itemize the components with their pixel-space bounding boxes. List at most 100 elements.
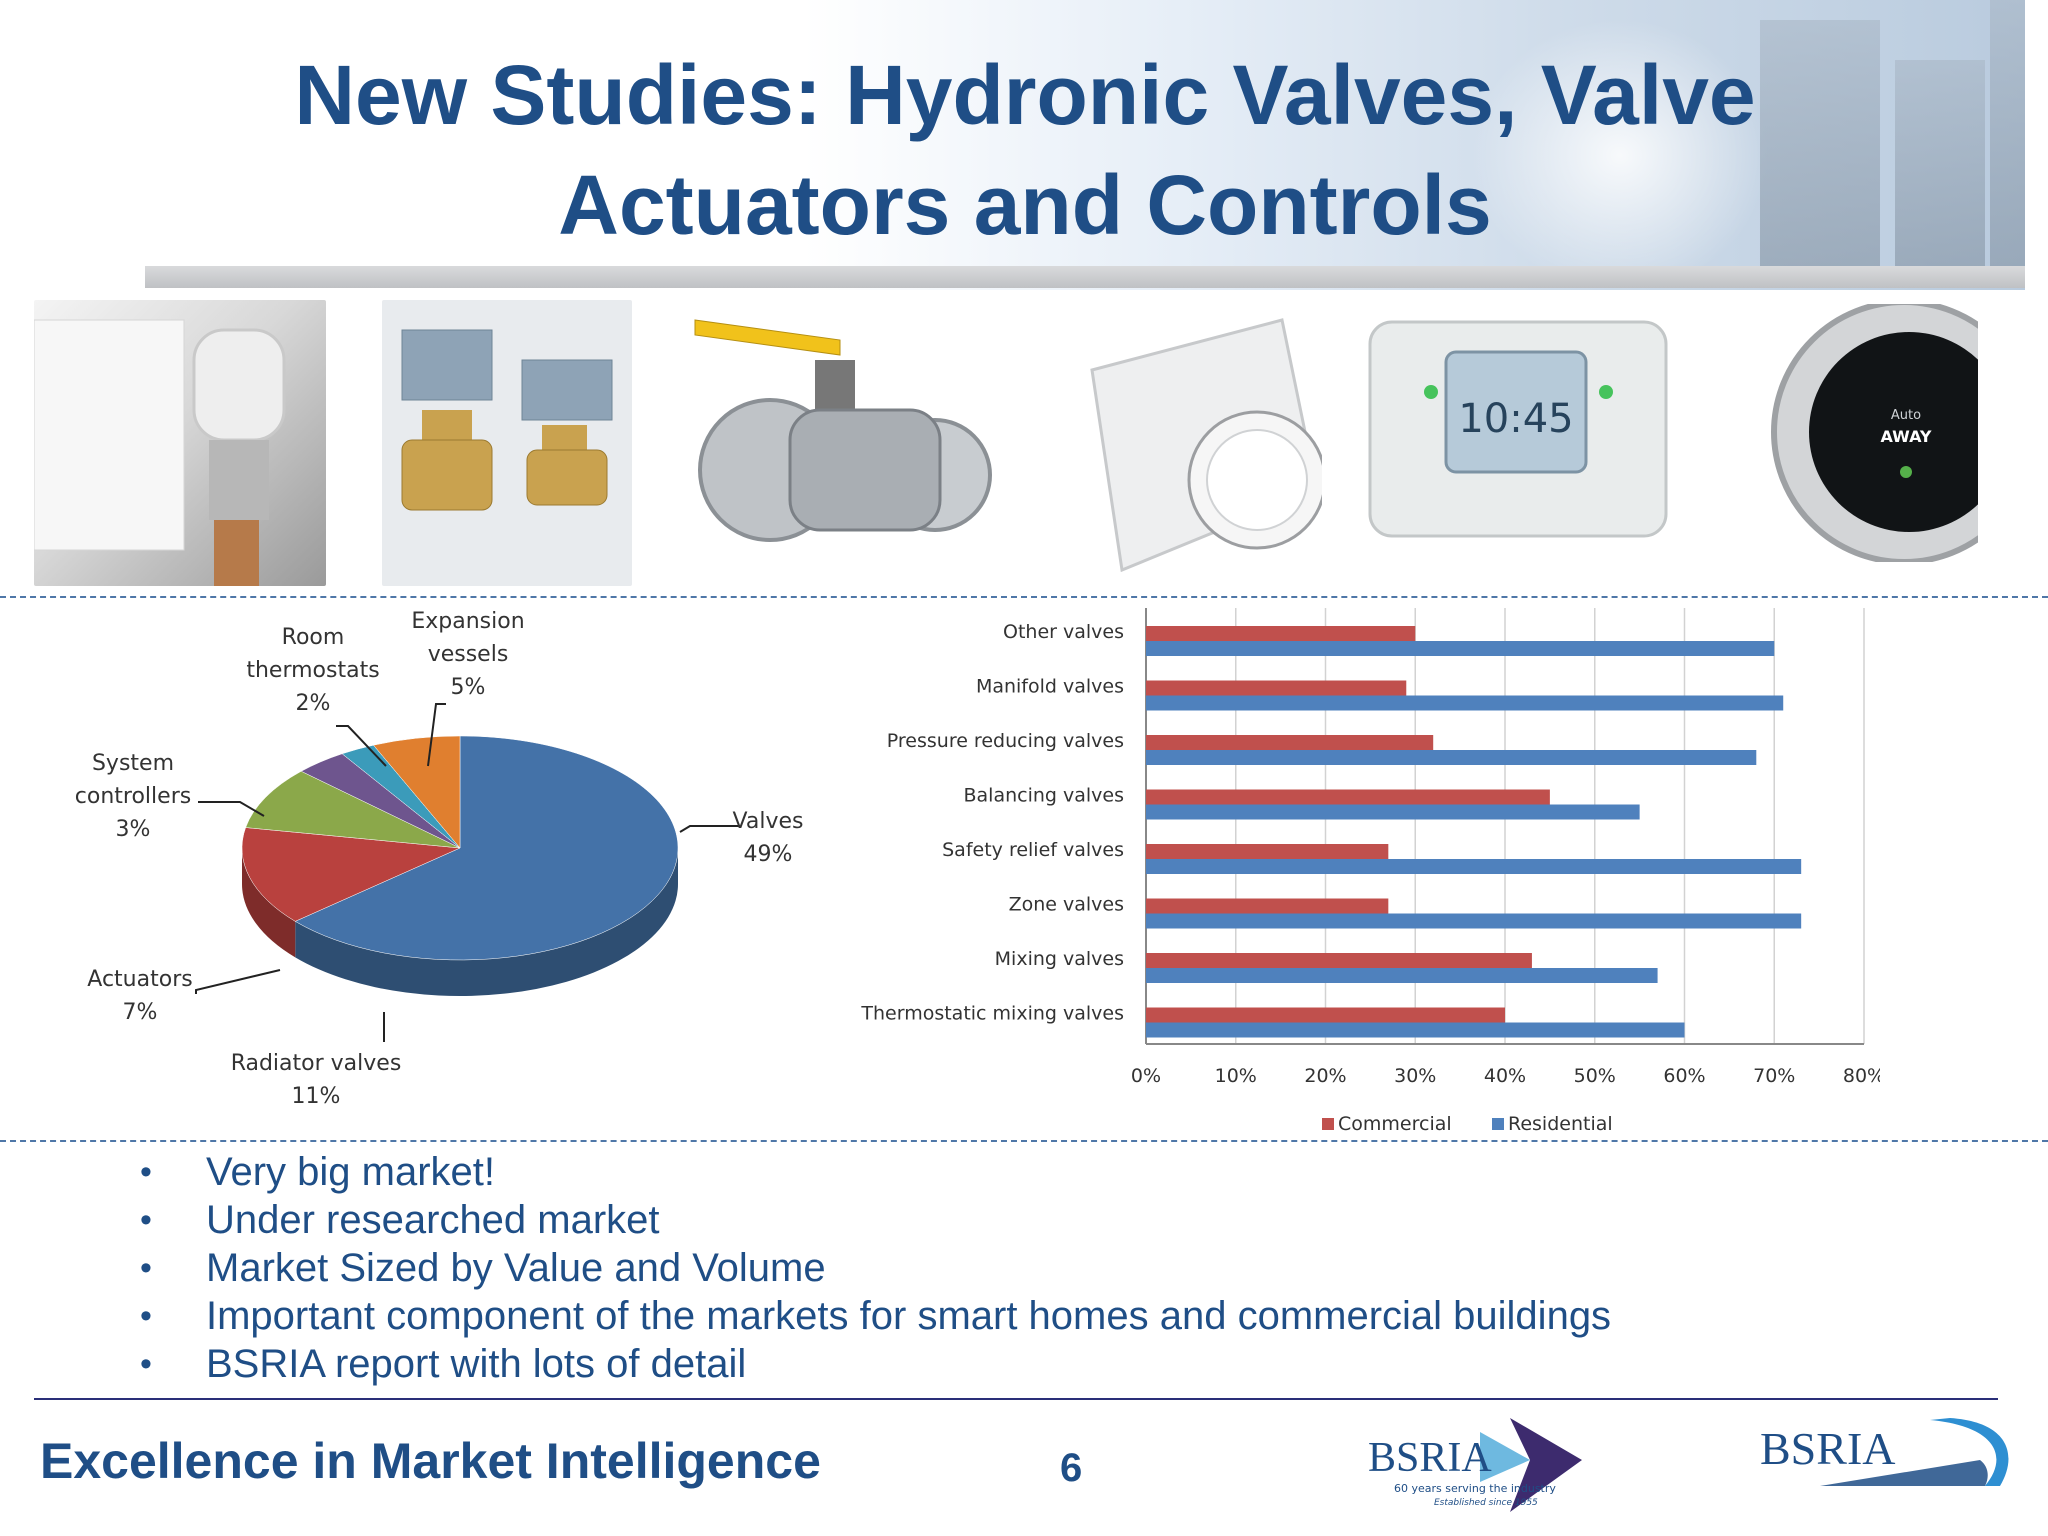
bar-residential-mixing-valves xyxy=(1146,968,1658,983)
bullet-item: Under researched market xyxy=(130,1196,1611,1244)
smart-thermostat-mode: Auto xyxy=(1891,408,1921,423)
valve-actuators-photo xyxy=(382,300,632,586)
logo-tagline: 60 years serving the industry xyxy=(1394,1482,1556,1495)
pie-leader-line xyxy=(198,801,265,817)
header-divider-bar xyxy=(145,266,2025,288)
logo-wordmark: BSRIA xyxy=(1760,1423,1896,1474)
actuator-icon xyxy=(401,329,613,511)
pie-slice-label: Actuators xyxy=(87,967,192,992)
pie-slice-label: controllers xyxy=(75,784,191,809)
section-divider-bottom xyxy=(0,1140,2048,1142)
pie-value-label: 49% xyxy=(744,842,793,867)
bar-commercial-other-valves xyxy=(1146,626,1416,641)
pie-slice-radiator-valves xyxy=(241,827,461,922)
smart-thermostat-photo: Auto AWAY xyxy=(1734,299,2037,565)
legend-swatch-commercial xyxy=(1322,1118,1334,1130)
bar-commercial-zone-valves xyxy=(1146,898,1389,914)
pie-leader-line xyxy=(195,969,281,994)
bar-residential-pressure-reducing-valves xyxy=(1146,750,1757,765)
pie-slice-label: Expansion xyxy=(411,609,524,634)
x-tick-label: 80% xyxy=(1843,1065,1880,1087)
pie-slice-side xyxy=(295,848,678,996)
radiator-valve-icon xyxy=(33,319,286,586)
bar-commercial-mixing-valves xyxy=(1146,953,1532,968)
bullet-item: BSRIA report with lots of detail xyxy=(130,1340,1611,1388)
legend-swatch-residential xyxy=(1492,1118,1504,1130)
smart-thermostat-state: AWAY xyxy=(1880,427,1931,446)
bar-residential-safety-relief-valves xyxy=(1146,859,1802,874)
pie-slice-label: vessels xyxy=(428,642,509,667)
x-tick-label: 60% xyxy=(1663,1065,1705,1087)
footer-rule xyxy=(34,1398,1998,1400)
footer-tagline: Excellence in Market Intelligence xyxy=(40,1433,821,1489)
pie-leader-line xyxy=(679,825,740,833)
pie-slice-actuators xyxy=(245,770,461,849)
pie-slice-label: thermostats xyxy=(246,658,379,683)
logo-established: Established since 1955 xyxy=(1434,1498,1538,1508)
logo-wordmark: BSRIA xyxy=(1368,1435,1492,1481)
header-cloud-decoration xyxy=(1470,18,1770,268)
bar-residential-thermostatic-mixing-valves xyxy=(1146,1022,1685,1038)
category-label: Mixing valves xyxy=(995,948,1124,970)
bar-residential-other-valves xyxy=(1146,641,1775,656)
bullet-item: Market Sized by Value and Volume xyxy=(130,1244,1611,1292)
page-number: 6 xyxy=(1060,1446,1083,1490)
ball-valve-icon xyxy=(694,319,992,542)
bar-commercial-manifold-valves xyxy=(1146,680,1407,696)
category-label: Balancing valves xyxy=(963,785,1124,807)
bar-residential-balancing-valves xyxy=(1146,804,1640,820)
bsria-anniversary-logo: BSRIA 60 years serving the industry Esta… xyxy=(1360,1412,1590,1522)
pie-slice-label: System xyxy=(92,751,174,776)
skyscraper-decoration xyxy=(1990,0,2025,270)
pie-value-label: 5% xyxy=(451,675,486,700)
bullet-item: Important component of the markets for s… xyxy=(130,1292,1611,1340)
category-label: Manifold valves xyxy=(976,676,1124,698)
x-tick-label: 30% xyxy=(1394,1065,1436,1087)
ball-valve-photo xyxy=(690,300,1000,586)
bullet-list: Very big market! Under researched market… xyxy=(130,1148,1611,1388)
slide-title-line2: Actuators and Controls xyxy=(558,158,1492,252)
legend-label-commercial: Commercial xyxy=(1338,1113,1452,1135)
bar-commercial-pressure-reducing-valves xyxy=(1146,735,1434,750)
pie-value-label: 2% xyxy=(296,691,331,716)
category-label: Thermostatic mixing valves xyxy=(860,1003,1124,1025)
pie-value-label: 3% xyxy=(116,817,151,842)
x-tick-label: 40% xyxy=(1484,1065,1526,1087)
pie-slice-label: Valves xyxy=(733,809,804,834)
bar-chart: Other valves Manifold valves Pressure redu… xyxy=(860,608,1880,1135)
dial-thermostat-icon xyxy=(1090,318,1327,573)
pie-slice-label: Radiator valves xyxy=(231,1051,402,1076)
programmer-photo: 10:45 xyxy=(1366,312,1670,546)
bsria-logo: BSRIA xyxy=(1760,1416,2010,1491)
slide-title: New Studies: Hydronic Valves, Valve Actu… xyxy=(150,40,1900,260)
category-label: Other valves xyxy=(1003,621,1124,643)
pie-leader-line xyxy=(336,725,387,767)
skyscraper-decoration xyxy=(1895,60,1985,270)
pie-slice-valves xyxy=(294,735,679,961)
category-label: Zone valves xyxy=(1009,894,1124,916)
category-label: Pressure reducing valves xyxy=(887,730,1124,752)
radiator-valve-photo xyxy=(33,300,326,586)
x-tick-label: 50% xyxy=(1574,1065,1616,1087)
x-tick-label: 20% xyxy=(1304,1065,1346,1087)
smart-thermostat-icon: Auto AWAY xyxy=(1771,299,2037,565)
x-tick-label: 0% xyxy=(1131,1065,1161,1087)
pie-chart: Valves 49% Radiator valves 11% Actuators 7% Sy… xyxy=(75,609,804,1109)
bullet-item: Very big market! xyxy=(130,1148,1611,1196)
legend-label-residential: Residential xyxy=(1508,1113,1613,1135)
bar-residential-manifold-valves xyxy=(1146,695,1784,711)
programmer-icon: 10:45 xyxy=(1368,320,1668,538)
programmer-display-time: 10:45 xyxy=(1458,396,1573,442)
logo-swoosh-icon xyxy=(1820,1418,2009,1486)
logo-arrow-icon xyxy=(1480,1418,1582,1512)
x-tick-label: 70% xyxy=(1753,1065,1795,1087)
pie-slice-side xyxy=(241,848,296,958)
x-tick-label: 10% xyxy=(1215,1065,1257,1087)
pie-slice-label: Room xyxy=(282,625,345,650)
slide-title-line1: New Studies: Hydronic Valves, Valve xyxy=(294,48,1756,142)
bar-commercial-thermostatic-mixing-valves xyxy=(1146,1007,1505,1023)
pie-value-label: 7% xyxy=(123,1000,158,1025)
bar-commercial-safety-relief-valves xyxy=(1146,844,1389,859)
category-label: Safety relief valves xyxy=(942,839,1124,861)
skyscraper-decoration xyxy=(1760,20,1880,270)
